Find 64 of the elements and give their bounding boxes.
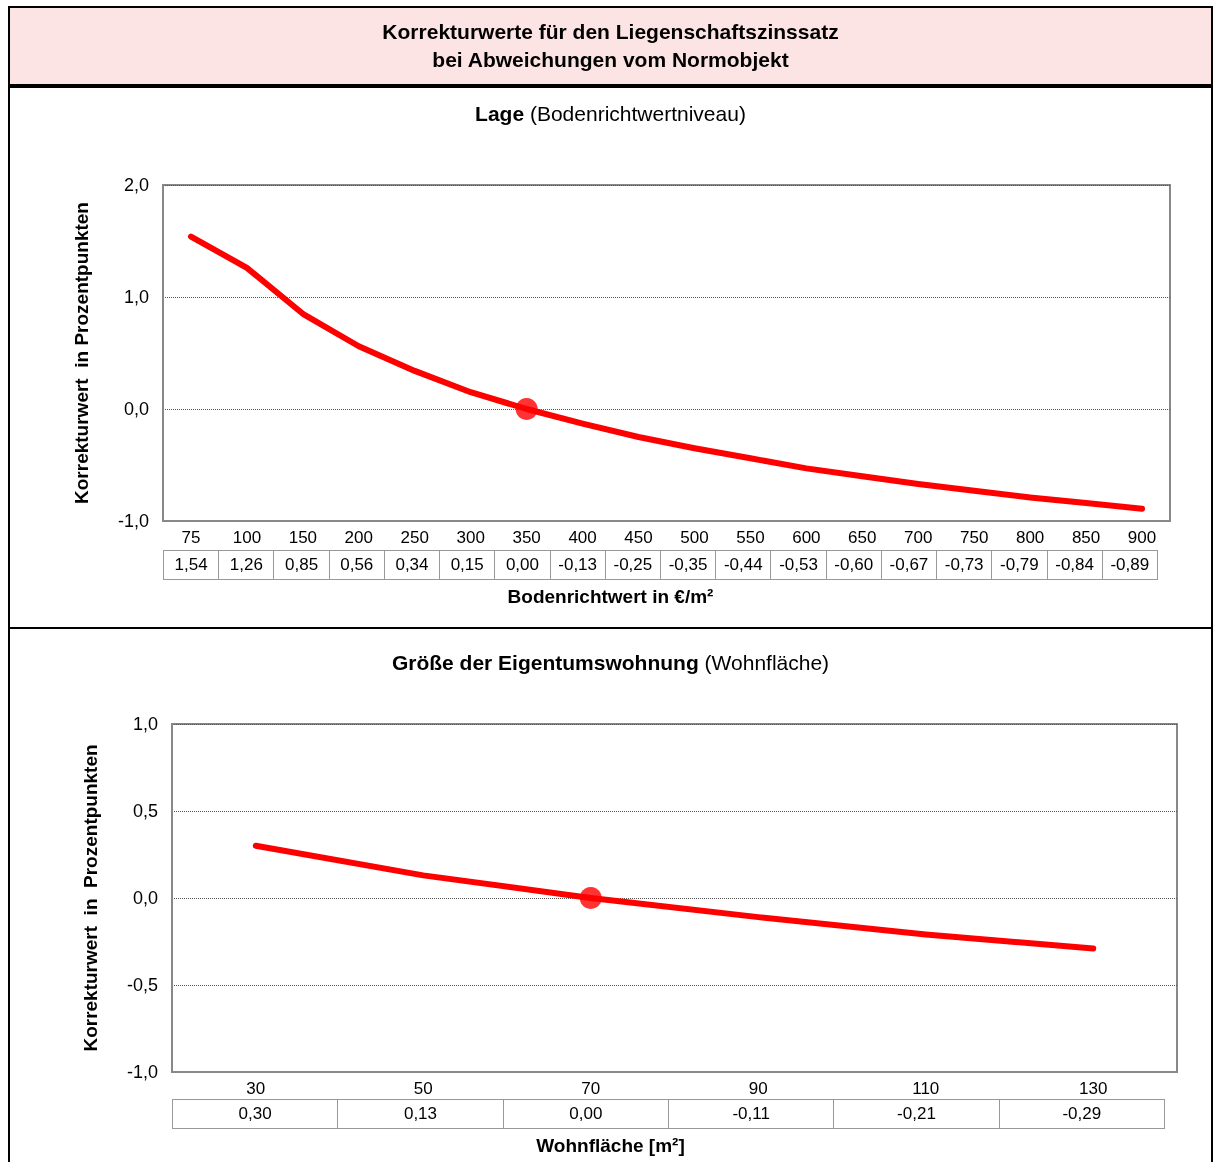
chart-subtitle: Lage (Bodenrichtwertniveau) [474,102,747,126]
x-tick-label: 90 [748,1079,768,1098]
data-label: -0,25 [604,550,661,580]
data-label: -0,11 [667,1099,835,1129]
data-label: -0,13 [549,550,606,580]
data-label: -0,21 [833,1099,1000,1129]
y-tick-label: 0,0 [132,888,158,908]
data-label: -0,73 [936,550,993,580]
data-label: -0,79 [991,550,1048,580]
data-label: -0,60 [825,550,882,580]
x-tick-label: 800 [1015,528,1045,547]
x-tick-label: 550 [736,528,765,547]
data-label: -0,35 [659,550,717,580]
x-tick-label: 650 [848,528,877,547]
x-tick-label: 400 [568,528,597,547]
x-axis-title: Bodenrichtwert in €/m² [506,586,715,608]
y-tick-label: 1,0 [132,714,158,734]
x-tick-label: 250 [400,528,429,547]
data-label: 0,30 [172,1099,339,1129]
x-tick-label: 70 [581,1079,601,1098]
data-label: 0,00 [494,550,551,580]
y-tick-label: 2,0 [123,175,149,195]
y-axis-title: Korrekturwert in Prozentpunkten [70,202,92,504]
data-label: 1,54 [163,550,220,580]
data-label: -0,29 [998,1099,1165,1129]
data-label: -0,53 [770,550,827,580]
data-label: 0,34 [383,550,441,580]
data-label: -0,67 [880,550,938,580]
y-tick-label: 0,0 [123,399,149,419]
data-label: 0,15 [439,550,496,580]
x-tick-label: 130 [1079,1079,1108,1098]
x-tick-label: 600 [792,528,821,547]
x-tick-label: 450 [624,528,653,547]
x-tick-label: 850 [1071,528,1101,547]
y-tick-label: -1,0 [126,1062,158,1082]
y-tick-label: -0,5 [126,975,158,995]
y-axis-title: Korrekturwert in Prozentpunkten [79,744,101,1052]
x-tick-label: 900 [1127,528,1157,547]
data-label: -0,89 [1101,550,1158,580]
x-tick-label: 300 [456,528,485,547]
data-label: 0,00 [502,1099,669,1129]
y-tick-label: -1,0 [117,511,149,531]
data-label: 0,85 [273,550,330,580]
data-label: 1,26 [218,550,275,580]
y-tick-label: 1,0 [123,287,149,307]
x-tick-label: 700 [904,528,933,547]
x-tick-label: 50 [413,1079,433,1098]
chart-title: Größe der Eigentumswohnung (Wohnfläche) [390,651,831,675]
data-label: -0,44 [715,550,772,580]
x-tick-label: 150 [288,528,318,547]
x-tick-label: 100 [232,528,262,547]
x-tick-label: 750 [960,528,989,547]
chart-title: Korrekturwerte für den Liegenschaftszinssatz bei Abweichungen vom Normobjekt [8,6,1213,86]
x-tick-label: 500 [680,528,709,547]
x-tick-label: 75 [181,528,201,547]
x-tick-label: 200 [344,528,373,547]
y-tick-label: 0,5 [132,801,158,821]
x-tick-label: 110 [912,1079,940,1098]
x-axis-title: Wohnfläche [m²] [535,1135,686,1157]
x-tick-label: 350 [512,528,541,547]
data-label: -0,84 [1046,550,1103,580]
data-label: 0,56 [328,550,385,580]
data-label: 0,13 [337,1099,504,1129]
x-tick-label: 30 [246,1079,266,1098]
